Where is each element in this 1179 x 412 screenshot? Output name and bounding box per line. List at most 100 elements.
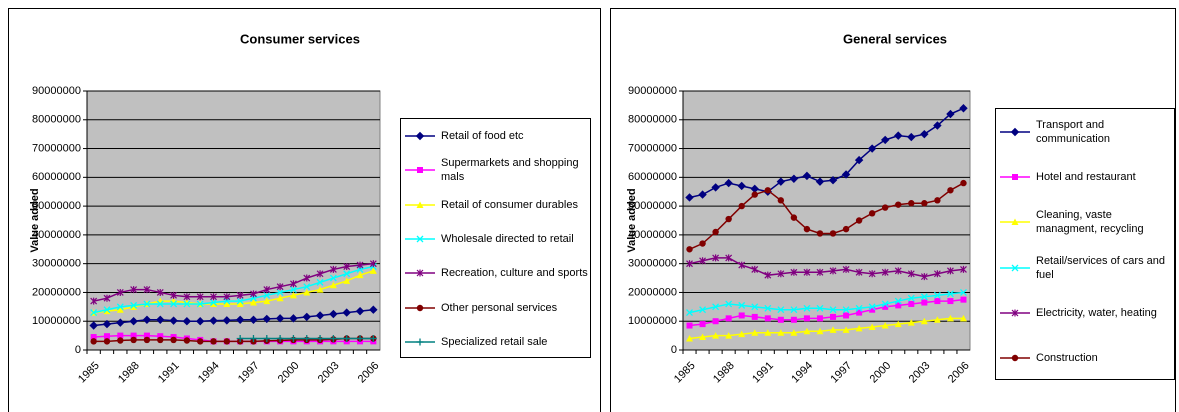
marker (947, 187, 954, 194)
marker (263, 297, 271, 305)
marker (712, 332, 720, 339)
marker (355, 306, 365, 316)
marker (196, 293, 204, 301)
legend-entry: Retail of food etc (401, 119, 590, 153)
y-tick-label: 10000000 (32, 315, 81, 327)
marker (329, 274, 337, 282)
marker (316, 286, 324, 293)
marker (1012, 173, 1018, 180)
marker (263, 286, 271, 294)
marker (249, 315, 258, 324)
marker (841, 170, 851, 179)
y-tick-label: 0 (75, 344, 81, 356)
marker (933, 121, 942, 130)
marker (855, 324, 863, 332)
marker (803, 268, 811, 276)
marker (764, 304, 772, 312)
y-tick-label: 60000000 (628, 171, 677, 183)
marker (156, 288, 164, 296)
marker (276, 334, 284, 342)
marker (103, 306, 111, 314)
y-tick-label: 30000000 (32, 258, 81, 270)
marker (195, 317, 205, 326)
marker (907, 132, 916, 142)
marker (764, 315, 771, 322)
legend-entry: Retail/services of cars and fuel (996, 245, 1174, 290)
marker (369, 260, 377, 268)
marker (329, 265, 337, 273)
y-tick-label: 90000000 (32, 85, 81, 97)
y-tick-label: 30000000 (628, 258, 677, 270)
marker (157, 336, 164, 344)
marker (946, 290, 954, 298)
marker (790, 329, 798, 336)
marker (303, 283, 311, 291)
marker (1011, 355, 1019, 362)
marker (737, 181, 746, 191)
marker (302, 312, 311, 322)
legend-symbol (405, 304, 435, 311)
marker (881, 300, 889, 308)
marker (236, 297, 244, 305)
marker (89, 321, 98, 330)
marker (921, 299, 928, 306)
legend-label: Construction (1036, 352, 1098, 365)
marker (854, 155, 864, 165)
y-tick-label: 90000000 (628, 85, 677, 97)
marker (738, 312, 745, 319)
marker (116, 318, 125, 327)
marker (959, 104, 968, 113)
marker (143, 336, 151, 344)
series-line (689, 182, 964, 250)
chart-title: Consumer services (240, 31, 360, 46)
marker (103, 338, 111, 345)
marker (356, 334, 364, 342)
marker (329, 334, 337, 342)
marker (329, 309, 338, 319)
marker (156, 315, 165, 324)
marker (356, 271, 364, 279)
marker (90, 334, 97, 341)
marker (117, 332, 124, 339)
y-tick-label: 10000000 (628, 315, 677, 327)
marker (276, 283, 284, 291)
legend-entry: Other personal services (401, 290, 590, 324)
marker (868, 323, 876, 330)
legend-symbol (1000, 264, 1030, 272)
marker (725, 315, 732, 322)
marker (803, 327, 811, 335)
marker (417, 167, 423, 174)
marker (416, 235, 424, 243)
marker (143, 332, 150, 339)
legend-entry: Hotel and restaurant (996, 154, 1174, 199)
marker (236, 300, 244, 307)
marker (103, 333, 110, 340)
marker (157, 333, 164, 340)
marker (895, 302, 902, 309)
marker (908, 300, 915, 307)
y-tick-label: 80000000 (628, 114, 677, 126)
marker (881, 322, 889, 329)
marker (102, 319, 112, 329)
legend-entry: Specialized retail sale (401, 325, 590, 359)
marker (751, 191, 758, 198)
legend-symbol (405, 269, 435, 277)
marker (816, 230, 824, 237)
marker (725, 300, 733, 308)
marker (1011, 309, 1019, 317)
marker (894, 297, 902, 305)
marker (946, 314, 954, 322)
marker (169, 316, 178, 325)
marker (830, 313, 837, 320)
marker (907, 270, 915, 278)
marker (170, 291, 177, 299)
marker (685, 193, 694, 202)
marker (764, 271, 772, 279)
marker (699, 321, 706, 328)
legend-symbol (1000, 127, 1030, 136)
marker (142, 315, 152, 324)
marker (920, 293, 928, 301)
marker (183, 293, 191, 301)
marker (90, 338, 97, 345)
marker (686, 260, 693, 268)
